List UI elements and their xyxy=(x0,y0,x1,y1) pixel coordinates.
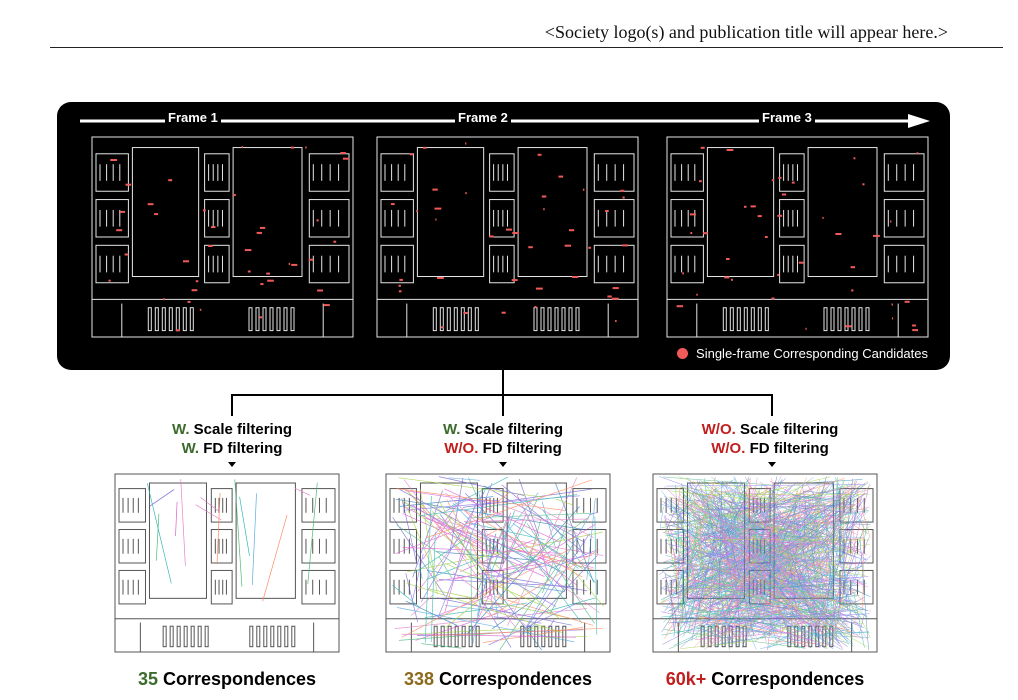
candidate-dot-icon xyxy=(677,348,689,359)
count-label: Correspondences xyxy=(163,669,317,689)
count-label: Correspondences xyxy=(439,669,593,689)
floorplan-walls xyxy=(666,136,929,338)
candidate-points xyxy=(108,146,350,332)
candidate-points xyxy=(676,146,919,332)
correspondence-lines xyxy=(392,476,604,651)
fd-text: FD filtering xyxy=(203,440,283,457)
caption-setting-3: W/O. Scale filtering W/O. FD filtering xyxy=(690,420,850,458)
scale-text: Scale filtering xyxy=(193,421,293,438)
fd-prefix: W. xyxy=(181,440,200,457)
publication-header: <Society logo(s) and publication title w… xyxy=(544,22,948,42)
count-value: 338 xyxy=(403,669,434,689)
tree-connector xyxy=(228,370,776,467)
frame-1-label: Frame 1 xyxy=(165,110,221,125)
correspondence-lines xyxy=(659,476,872,651)
count-setting-3: 60k+ Correspondences xyxy=(651,669,879,690)
fd-text: FD filtering xyxy=(482,440,562,457)
candidate-points xyxy=(390,142,628,329)
result-35-correspondences xyxy=(114,473,340,653)
frame-3-floorplan xyxy=(666,136,929,338)
fd-prefix: W/O. xyxy=(444,440,479,457)
frame-1-floorplan xyxy=(91,136,354,338)
count-setting-1: 35 Correspondences xyxy=(113,669,341,690)
frame-2-floorplan xyxy=(376,136,639,338)
legend: Single-frame Corresponding Candidates xyxy=(677,346,928,361)
count-value: 60k+ xyxy=(665,669,707,689)
result-338-correspondences xyxy=(385,473,611,653)
header-rule xyxy=(50,47,1003,48)
legend-label: Single-frame Corresponding Candidates xyxy=(696,346,928,361)
result-60k-correspondences xyxy=(652,473,878,653)
scale-prefix: W/O. xyxy=(701,421,736,438)
frame-2-label: Frame 2 xyxy=(455,110,511,125)
caption-setting-2: W. Scale filtering W/O. FD filtering xyxy=(435,420,571,458)
fd-text: FD filtering xyxy=(749,440,829,457)
correspondence-lines xyxy=(146,479,318,602)
floorplan-walls xyxy=(376,136,639,338)
frames-panel: Frame 1 Frame 2 Frame 3 Single-frame Cor… xyxy=(57,102,950,370)
scale-text: Scale filtering xyxy=(464,421,564,438)
count-setting-2: 338 Correspondences xyxy=(384,669,612,690)
scale-text: Scale filtering xyxy=(739,421,839,438)
scale-prefix: W. xyxy=(442,421,461,438)
floorplan-walls xyxy=(114,473,340,653)
caption-setting-1: W. Scale filtering W. FD filtering xyxy=(172,420,292,458)
count-label: Correspondences xyxy=(711,669,865,689)
frame-3-label: Frame 3 xyxy=(759,110,815,125)
count-value: 35 xyxy=(137,669,158,689)
floorplan-walls xyxy=(91,136,354,338)
fd-prefix: W/O. xyxy=(711,440,746,457)
scale-prefix: W. xyxy=(172,421,190,438)
